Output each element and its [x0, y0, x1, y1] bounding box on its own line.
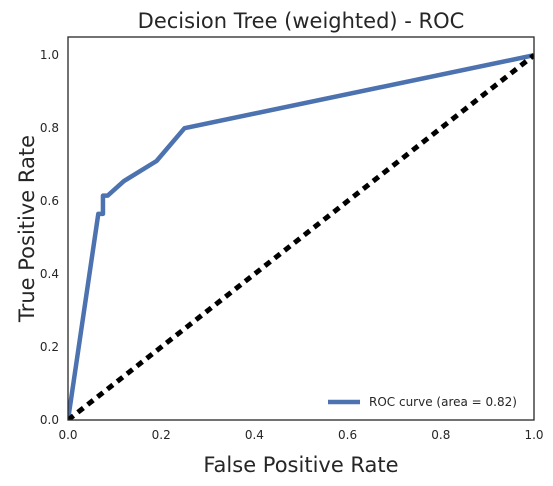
y-tick-label: 0.8: [40, 121, 59, 135]
x-tick-label: 0.2: [152, 428, 171, 442]
x-axis-label: False Positive Rate: [203, 453, 398, 477]
plot-frame: [67, 36, 535, 421]
x-tick-label: 1.0: [524, 428, 543, 442]
x-tick-label: 0.0: [58, 428, 77, 442]
y-tick-label: 0.6: [40, 194, 59, 208]
legend: ROC curve (area = 0.82): [328, 395, 517, 409]
axis-ticks: 0.0 0.2 0.4 0.6 0.8 1.0 0.0 0.2 0.4 0.6 0.8 1.0: [40, 48, 544, 442]
x-tick-label: 0.6: [338, 428, 357, 442]
y-tick-label: 0.2: [40, 340, 59, 354]
y-tick-label: 0.0: [40, 413, 59, 427]
roc-curve-line: [68, 53, 534, 420]
x-tick-label: 0.8: [431, 428, 450, 442]
series-layer: [68, 53, 534, 420]
y-axis-label: True Positive Rate: [15, 135, 39, 323]
legend-label: ROC curve (area = 0.82): [369, 395, 517, 409]
y-tick-label: 0.4: [40, 267, 59, 281]
y-tick-label: 1.0: [40, 48, 59, 62]
x-tick-label: 0.4: [245, 428, 264, 442]
chance-diagonal-line: [68, 53, 534, 420]
plot-area: [67, 36, 535, 421]
chart-title: Decision Tree (weighted) - ROC: [138, 9, 465, 33]
